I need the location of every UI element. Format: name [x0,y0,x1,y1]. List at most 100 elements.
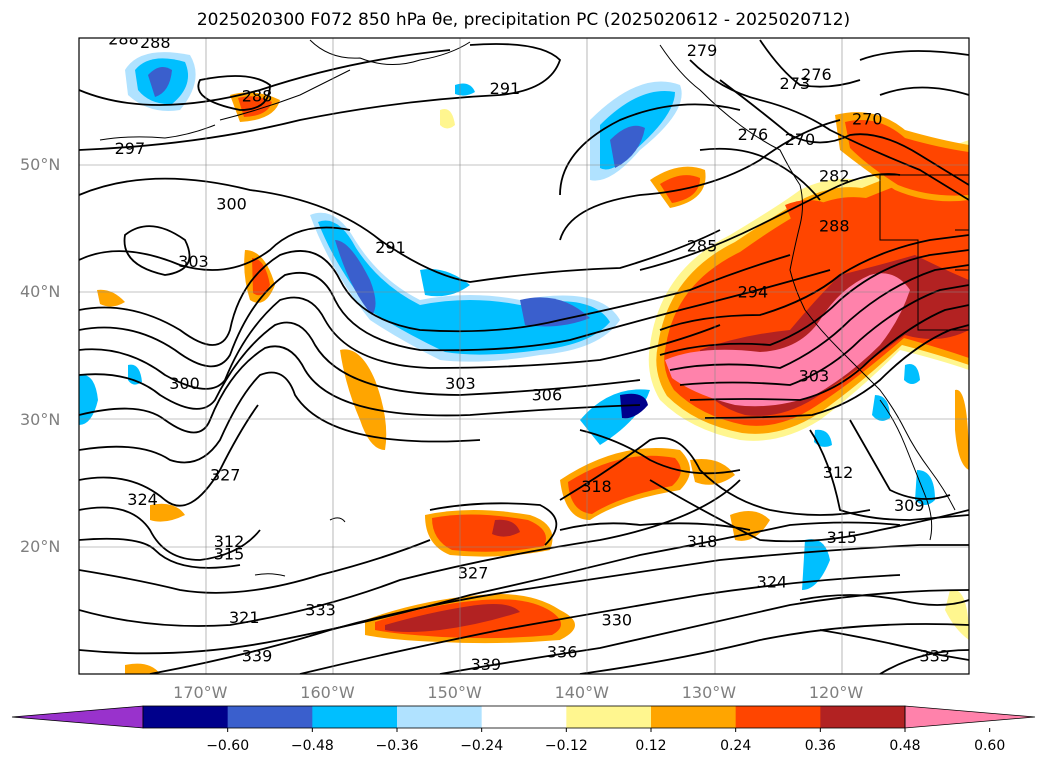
precip-neg-region [420,269,470,297]
contour-line [79,539,431,594]
precip-pos-region [845,120,969,196]
latitude-label: 50°N [20,155,61,175]
colorbar-segment [651,706,737,728]
precip-neg-region [79,374,98,425]
colorbar-frame [142,705,906,729]
contour-label: 336 [547,642,578,661]
contour-line [579,429,741,475]
contour-line [659,249,969,356]
contour-label: 318 [687,532,718,551]
colorbar-tick-label: −0.48 [290,738,334,754]
coastline [879,175,969,331]
contour-line [197,75,271,111]
contour-label: 315 [827,528,858,547]
contour-line [299,574,901,674]
colorbar-tick-label: 0.36 [804,738,836,754]
contour-label: 321 [229,608,260,627]
latitude-label: 20°N [20,536,61,556]
precip-pos-region [492,519,520,537]
contour-line [79,479,741,627]
contour-line [719,79,969,186]
contour-line [649,479,969,543]
coastline [659,44,956,511]
contour-label: 324 [127,490,158,509]
contour-label: 339 [471,655,502,674]
precip-neg-region [915,470,935,505]
contour-line [149,544,969,674]
contour-label: 288 [140,33,171,52]
contour-label: 300 [216,195,247,214]
colorbar-tick-label: −0.24 [460,738,504,754]
colorbar-segment [566,706,652,728]
colorbar-tick-label: −0.36 [375,738,419,754]
contour-line [79,296,721,390]
contour-line [559,522,751,531]
contour-label: 315 [214,545,245,564]
precip-pos-region [955,389,969,470]
contour-label: 276 [801,65,832,84]
contour-label: 339 [242,646,273,665]
contour-line [879,649,969,674]
contour-line [79,537,241,569]
longitude-label: 130°W [681,683,737,702]
precip-neg-region [872,395,890,421]
longitude-label: 150°W [427,683,482,702]
contour-line [79,177,721,283]
longitude-label: 160°W [300,683,355,702]
colorbar-extend-high [904,705,1036,729]
precip-neg-region [455,83,475,96]
contour-label: 288 [819,216,850,235]
colorbar-tick-label: −0.60 [206,738,250,754]
contour-line [579,623,969,674]
precip-pos-region [665,273,910,407]
colorbar-extend-low [11,705,144,729]
contour-label: 270 [785,130,816,149]
contour-line [859,50,969,61]
contour-line [79,404,259,507]
longitude-label: 170°W [173,683,228,702]
contour-label: 300 [169,374,200,393]
precip-pos-region [150,503,185,522]
colorbar-tick-label: −0.12 [544,738,588,754]
precip-neg-region [335,240,376,315]
contour-label: 306 [532,386,563,405]
precip-pos-region [432,514,546,552]
contour-label: 303 [799,366,830,385]
contour-line [79,226,351,271]
contour-line [79,345,641,434]
precip-pos-region [340,349,387,450]
contour-line [669,264,969,371]
contour-label: 273 [780,74,811,93]
precip-shading [79,52,969,674]
coastlines [99,39,969,577]
contour-line [559,103,741,196]
colorbar-segment [143,706,229,728]
longitude-label: 120°W [808,683,864,702]
colorbar-tick-label: 0.48 [889,738,921,754]
colorbar-tick-label: 0.12 [635,738,667,754]
contour-line [679,284,969,386]
contour-label: 303 [178,252,209,271]
contour-line [439,589,969,674]
precip-neg-region [610,125,645,168]
contour-line [704,324,969,419]
contour-label: 294 [738,282,769,301]
precip-pos-region [945,589,969,640]
colorbar-tick-label: 0.60 [974,738,1006,754]
precip-pos-region [730,511,770,541]
coastline [99,124,216,141]
contour-label: 318 [581,477,612,496]
contour-line [79,506,261,561]
precip-pos-region [125,663,160,674]
contour-line [429,502,558,546]
contour-line [79,371,481,464]
precip-neg-region [814,429,832,447]
coastline [955,229,969,271]
precip-pos-region [385,604,520,632]
contour-label: 312 [823,463,854,482]
graticule [79,38,969,674]
contour-line [79,269,831,368]
contour-line [79,250,791,346]
